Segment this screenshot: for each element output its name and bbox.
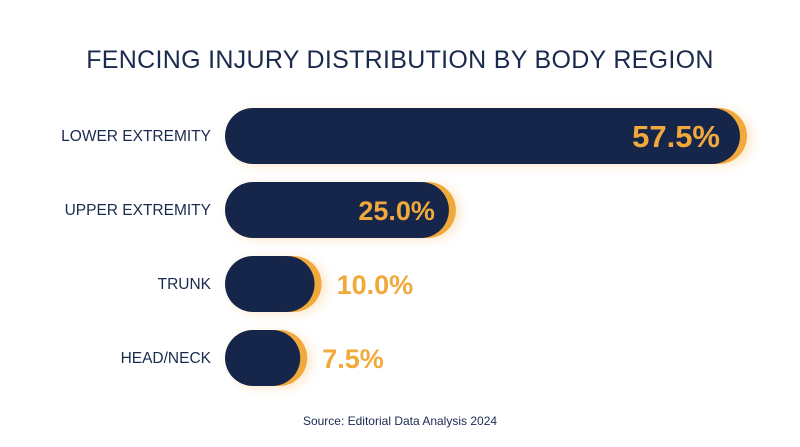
bar [225, 256, 315, 312]
category-label: UPPER EXTREMITY [65, 202, 211, 219]
chart-title: FENCING INJURY DISTRIBUTION BY BODY REGI… [86, 46, 714, 74]
value-label: 57.5% [632, 119, 720, 154]
category-label: TRUNK [158, 276, 212, 293]
value-label: 10.0% [337, 270, 414, 300]
bar [225, 182, 449, 238]
value-label: 7.5% [322, 344, 384, 374]
bar [225, 108, 740, 164]
category-label: HEAD/NECK [121, 350, 212, 367]
bar [225, 330, 301, 386]
category-label: LOWER EXTREMITY [61, 128, 211, 145]
chart-source: Source: Editorial Data Analysis 2024 [302, 414, 498, 428]
value-label: 25.0% [358, 196, 435, 226]
